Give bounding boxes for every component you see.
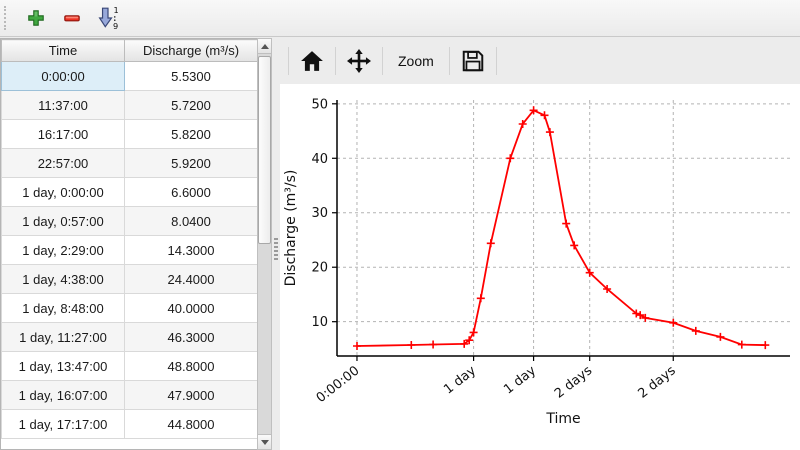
time-cell[interactable]: 1 day, 17:17:00: [1, 409, 125, 439]
y-axis-label: Discharge (m³/s): [283, 170, 299, 287]
x-tick-label: 1 day: [501, 363, 539, 397]
panel-splitter[interactable]: [272, 38, 280, 450]
discharge-cell[interactable]: 47.9000: [124, 380, 257, 410]
data-point-markers: [353, 106, 770, 350]
home-button[interactable]: [296, 47, 328, 75]
time-cell[interactable]: 1 day, 4:38:00: [1, 264, 125, 294]
home-icon: [301, 51, 323, 71]
scrollbar-thumb[interactable]: [258, 56, 271, 244]
move-arrows-icon: [347, 49, 371, 73]
table-row: 1 day, 16:07:00 47.9000: [1, 380, 257, 410]
x-tick-label: 2 days: [636, 363, 679, 401]
y-tick-label: 40: [311, 152, 328, 167]
time-cell[interactable]: 22:57:00: [1, 148, 125, 178]
x-tick-label: 1 day: [441, 363, 479, 397]
table-row: 16:17:00 5.8200: [1, 119, 257, 149]
triangle-down-icon: [260, 439, 269, 445]
time-cell[interactable]: 1 day, 11:27:00: [1, 322, 125, 352]
discharge-cell[interactable]: 48.8000: [124, 351, 257, 381]
minus-icon: [64, 15, 80, 22]
sort-ascending-button[interactable]: 1 9: [95, 5, 121, 31]
discharge-cell[interactable]: 40.0000: [124, 293, 257, 323]
toolbar-drag-handle[interactable]: [4, 6, 9, 30]
remove-row-button[interactable]: [59, 5, 85, 31]
data-table-panel: Time Discharge (m³/s) 0:00:00 5.5300 11:37…: [0, 38, 257, 450]
discharge-cell[interactable]: 6.6000: [124, 177, 257, 207]
discharge-cell[interactable]: 14.3000: [124, 235, 257, 265]
y-tick-label: 20: [311, 261, 328, 276]
toolbar-separator: [382, 47, 383, 75]
table-row: 1 day, 17:17:00 44.8000: [1, 409, 257, 439]
table-row: 1 day, 0:57:00 8.0400: [1, 206, 257, 236]
svg-text:9: 9: [113, 21, 118, 30]
y-tick-label: 10: [311, 315, 328, 330]
table-row: 1 day, 2:29:00 14.3000: [1, 235, 257, 265]
discharge-cell[interactable]: 46.3000: [124, 322, 257, 352]
table-row: 1 day, 13:47:00 48.8000: [1, 351, 257, 381]
discharge-cell[interactable]: 5.9200: [124, 148, 257, 178]
chart-toolbar: Zoom: [280, 38, 800, 84]
discharge-cell[interactable]: 44.8000: [124, 409, 257, 439]
discharge-cell[interactable]: 24.4000: [124, 264, 257, 294]
table-scrollbar[interactable]: [257, 38, 272, 450]
time-cell[interactable]: 1 day, 0:57:00: [1, 206, 125, 236]
svg-text:1: 1: [113, 6, 118, 15]
time-cell[interactable]: 1 day, 13:47:00: [1, 351, 125, 381]
add-row-button[interactable]: [23, 5, 49, 31]
table-row: 22:57:00 5.9200: [1, 148, 257, 178]
x-axis-label: Time: [545, 411, 580, 427]
zoom-button[interactable]: Zoom: [390, 50, 442, 72]
column-header-discharge[interactable]: Discharge (m³/s): [124, 39, 257, 62]
plus-icon: [28, 10, 44, 26]
discharge-line: [356, 109, 766, 347]
sort-numeric-down-icon: 1 9: [98, 6, 119, 30]
table-row: 1 day, 11:27:00 46.3000: [1, 322, 257, 352]
table-body: 0:00:00 5.5300 11:37:00 5.7200 16:17:00 5.820…: [1, 61, 257, 439]
table-row: 11:37:00 5.7200: [1, 90, 257, 120]
table-header-row: Time Discharge (m³/s): [1, 39, 257, 62]
column-header-time[interactable]: Time: [1, 39, 125, 62]
x-tick-label: 0:00:00: [314, 363, 363, 406]
hydrograph-chart[interactable]: 10 20 30 40 50 0:00:00 1 day 1 day 2 days 2 days D…: [280, 84, 800, 450]
save-button[interactable]: [457, 46, 489, 76]
discharge-cell[interactable]: 8.0400: [124, 206, 257, 236]
y-tick-label: 50: [311, 97, 328, 112]
time-cell[interactable]: 1 day, 0:00:00: [1, 177, 125, 207]
y-tick-label: 30: [311, 206, 328, 221]
time-cell[interactable]: 11:37:00: [1, 90, 125, 120]
discharge-cell[interactable]: 5.7200: [124, 90, 257, 120]
table-row: 1 day, 8:48:00 40.0000: [1, 293, 257, 323]
triangle-up-icon: [260, 43, 269, 49]
pan-button[interactable]: [343, 46, 375, 76]
discharge-cell[interactable]: 5.8200: [124, 119, 257, 149]
scroll-up-button[interactable]: [258, 39, 271, 54]
x-tick-label: 2 days: [552, 363, 595, 401]
time-cell[interactable]: 1 day, 16:07:00: [1, 380, 125, 410]
timeseries-table: Time Discharge (m³/s) 0:00:00 5.5300 11:37…: [1, 39, 257, 439]
toolbar-separator: [335, 47, 336, 75]
main-toolbar: 1 9: [0, 0, 800, 37]
discharge-cell[interactable]: 5.5300: [124, 61, 257, 91]
time-cell[interactable]: 1 day, 2:29:00: [1, 235, 125, 265]
toolbar-separator: [448, 47, 450, 75]
floppy-disk-icon: [462, 50, 484, 72]
scroll-down-button[interactable]: [258, 434, 271, 449]
table-row: 1 day, 4:38:00 24.4000: [1, 264, 257, 294]
time-cell[interactable]: 0:00:00: [1, 61, 125, 91]
table-row: 0:00:00 5.5300: [1, 61, 257, 91]
toolbar-separator: [495, 47, 497, 75]
figure-canvas[interactable]: 10 20 30 40 50 0:00:00 1 day 1 day 2 days 2 days D…: [280, 84, 800, 450]
toolbar-separator: [288, 47, 289, 75]
time-cell[interactable]: 16:17:00: [1, 119, 125, 149]
time-cell[interactable]: 1 day, 8:48:00: [1, 293, 125, 323]
table-row: 1 day, 0:00:00 6.6000: [1, 177, 257, 207]
splitter-handle-icon: [274, 238, 278, 260]
